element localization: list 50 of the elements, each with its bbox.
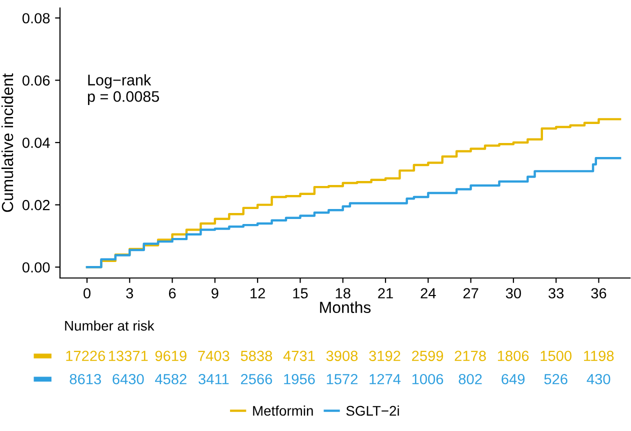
y-axis-title: Cumulative incident (1, 73, 14, 212)
data-label: 1198 (584, 350, 614, 362)
data-label: 802 (458, 374, 482, 384)
data-label: 5838 (240, 350, 272, 362)
data-label: 430 (586, 374, 610, 384)
x-tick-label: 0 (84, 288, 90, 298)
y-tick-label: 0.04 (22, 138, 50, 148)
data-label: 2566 (240, 374, 272, 384)
x-tick-label: 27 (463, 288, 478, 298)
x-tick-label: 15 (293, 288, 308, 298)
data-label: 1500 (540, 350, 572, 362)
y-tick-label: 0.00 (22, 262, 50, 273)
legend-label: Metformin (253, 406, 313, 416)
data-label: 1274 (370, 374, 401, 384)
y-tick-label: 0.02 (22, 200, 50, 210)
chart-title: Number at risk (65, 320, 154, 331)
legend-label: SGLT−2i (346, 406, 399, 416)
x-tick-label: 30 (506, 288, 521, 298)
annotation: Log−rank p = 0.0085 (88, 74, 160, 105)
y-tick-label: 0.08 (22, 13, 50, 24)
data-label: 3908 (326, 350, 358, 362)
data-label: 17226 (66, 350, 106, 362)
data-label: 2178 (454, 350, 486, 362)
data-label: 1572 (326, 374, 358, 384)
data-label: 2599 (412, 350, 444, 362)
data-label: 1806 (498, 350, 529, 362)
x-tick-label: 9 (212, 288, 218, 298)
x-tick-label: 33 (548, 288, 564, 298)
data-label: 4582 (155, 374, 186, 384)
data-label: 7403 (198, 350, 230, 362)
x-tick-label: 18 (336, 288, 350, 298)
x-tick-label: 21 (378, 288, 393, 298)
data-label: 3411 (198, 374, 229, 384)
x-tick-label: 24 (420, 288, 436, 298)
data-label: 3192 (369, 350, 400, 362)
x-tick-label: 6 (168, 288, 176, 298)
data-label: 13371 (108, 350, 148, 362)
data-label: 4731 (283, 350, 315, 362)
data-label: 649 (502, 374, 525, 384)
data-label: 526 (544, 374, 568, 384)
x-tick-label: 3 (126, 288, 134, 298)
data-label: 8613 (70, 374, 101, 384)
data-label: 1956 (284, 374, 315, 384)
y-tick-label: 0.06 (22, 75, 50, 86)
data-label: 1006 (412, 374, 444, 384)
data-label: 9619 (155, 350, 186, 362)
x-axis-title: Months (320, 301, 371, 314)
x-tick-label: 12 (250, 288, 265, 298)
x-tick-label: 36 (591, 288, 606, 298)
data-label: 6430 (112, 374, 144, 384)
